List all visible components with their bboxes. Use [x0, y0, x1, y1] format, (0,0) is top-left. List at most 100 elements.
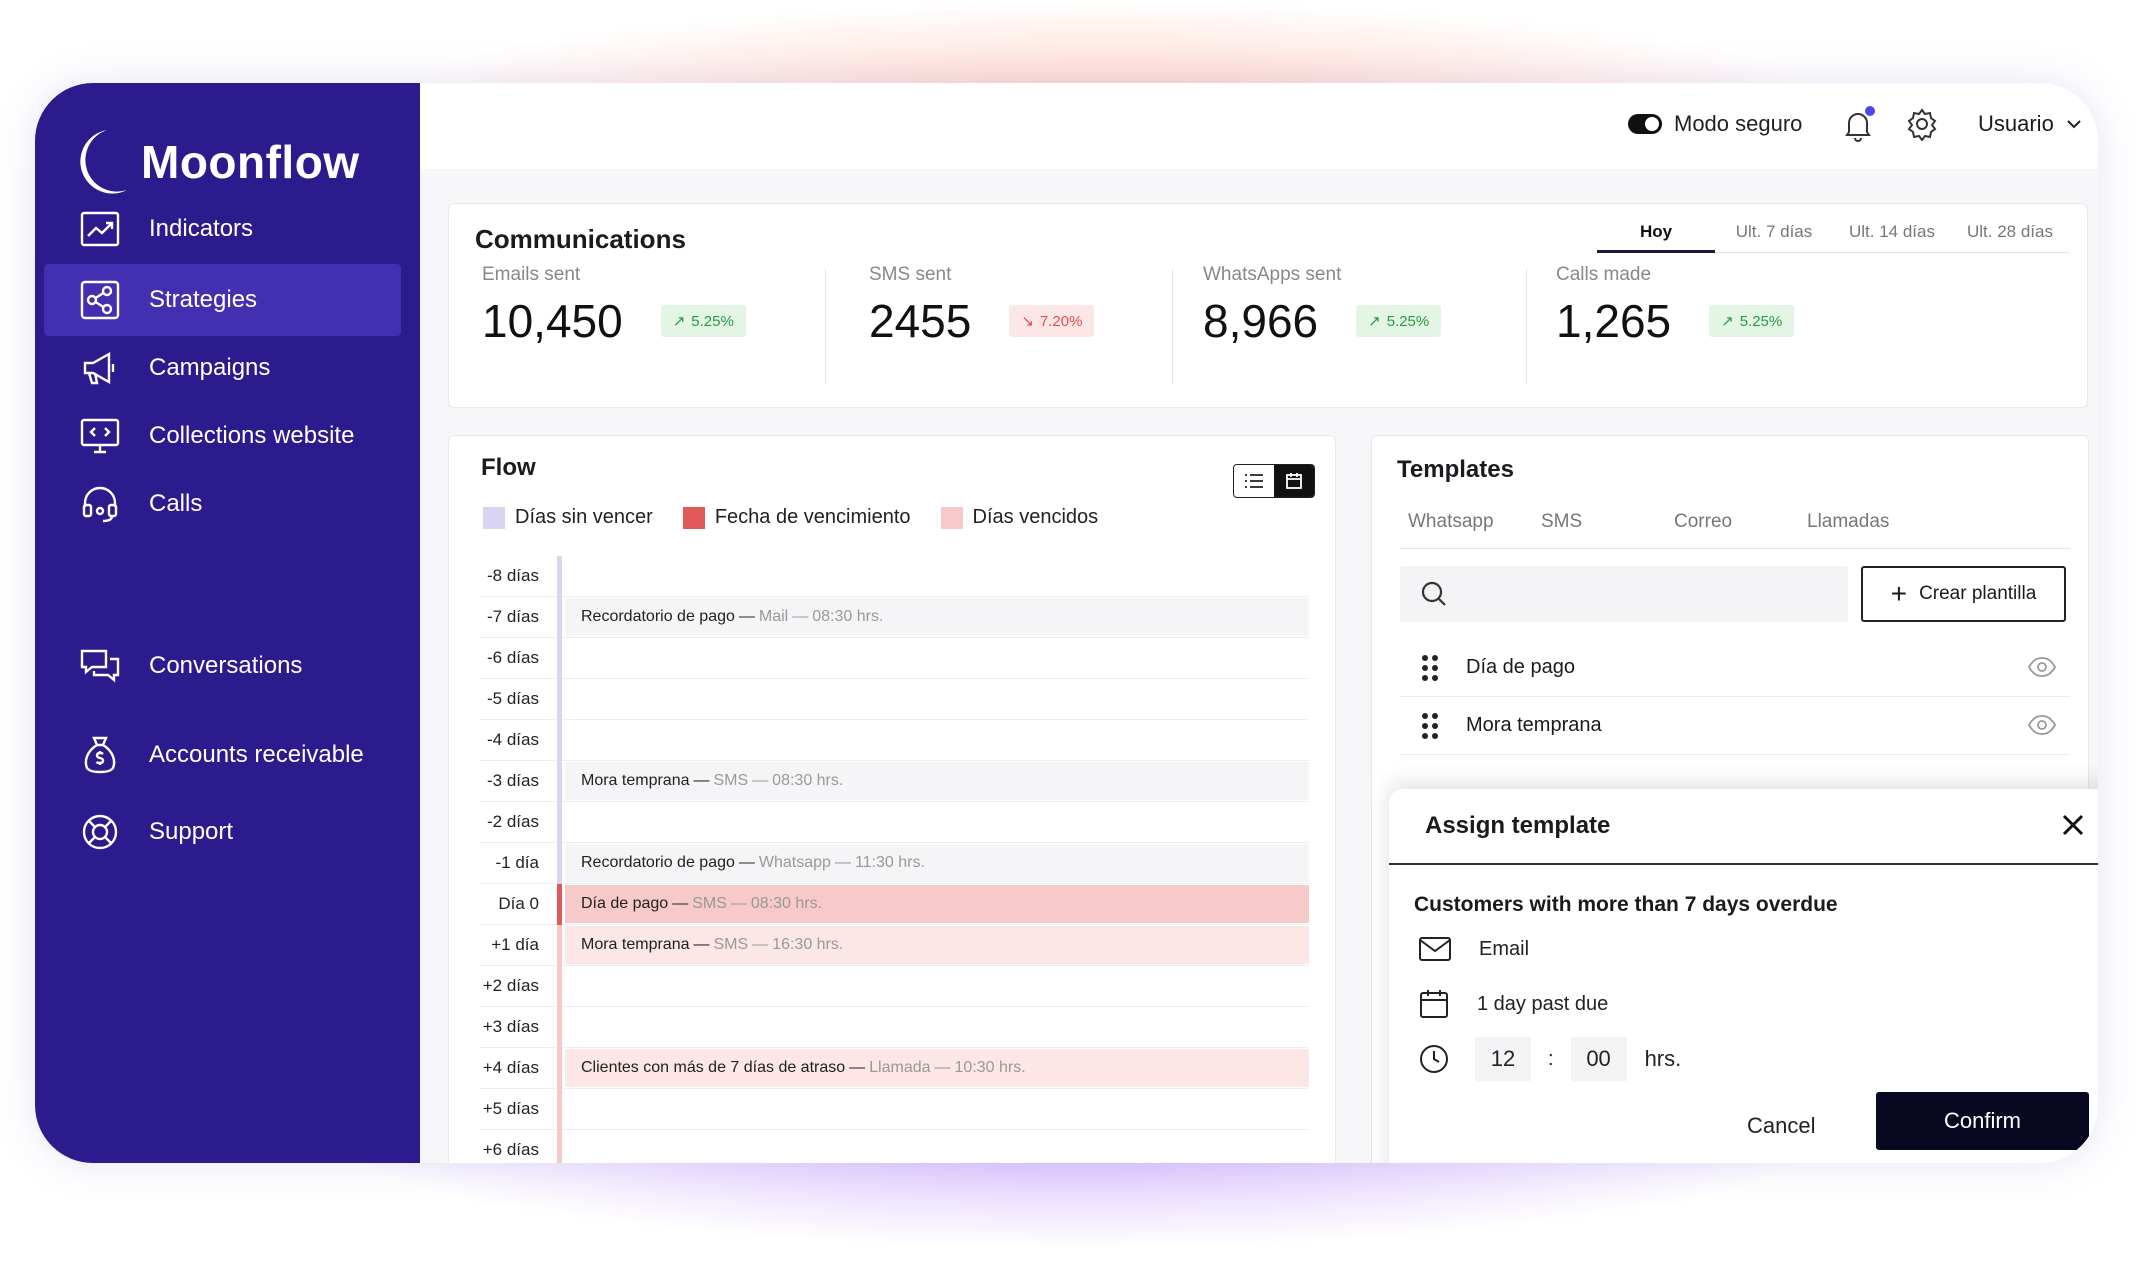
- tab-7-days[interactable]: Ult. 7 días: [1715, 216, 1833, 253]
- event-separator: —: [752, 772, 769, 789]
- arrow-down-right-icon: ↘: [1021, 313, 1034, 330]
- template-search[interactable]: [1400, 566, 1848, 622]
- flow-row: -1 día Recordatorio de pago — Whatsapp — …: [479, 843, 1309, 884]
- event-separator: —: [934, 1059, 951, 1076]
- confirm-button[interactable]: Confirm: [1876, 1092, 2089, 1150]
- flow-event[interactable]: Recordatorio de pago — Mail — 08:30 hrs.: [565, 598, 1309, 636]
- create-template-label: Crear plantilla: [1919, 583, 2037, 604]
- event-name: Recordatorio de pago: [581, 854, 735, 871]
- safe-mode-toggle[interactable]: Modo seguro: [1628, 111, 1802, 137]
- event-separator: —: [849, 1059, 866, 1076]
- sidebar-item-support[interactable]: Support: [44, 796, 401, 868]
- arrow-up-right-icon: ↗: [1721, 313, 1734, 330]
- stat-value: 2455: [869, 295, 972, 347]
- flow-row: -6 días: [479, 638, 1309, 679]
- sidebar-item-label: Campaigns: [149, 354, 271, 381]
- tab-correo[interactable]: Correo: [1674, 511, 1733, 532]
- flow-zone-marker: [557, 679, 562, 720]
- stat-label: WhatsApps sent: [1203, 264, 1342, 285]
- event-separator: —: [693, 772, 710, 789]
- tab-sms[interactable]: SMS: [1541, 511, 1583, 532]
- view-toggle: [1233, 464, 1315, 498]
- sidebar-item-accounts-receivable[interactable]: Accounts receivable: [44, 719, 401, 791]
- sidebar: Moonflow Indicators Strategies Campaigns…: [35, 83, 420, 1163]
- flow-event[interactable]: Día de pago — SMS — 08:30 hrs.: [565, 885, 1309, 923]
- flow-title: Flow: [481, 454, 536, 481]
- list-view-button[interactable]: [1234, 465, 1274, 497]
- eye-icon[interactable]: [2028, 657, 2056, 677]
- legend-item: Fecha de vencimiento: [682, 506, 911, 529]
- sidebar-item-indicators[interactable]: Indicators: [44, 193, 401, 265]
- headset-icon: [82, 486, 118, 523]
- eye-icon[interactable]: [2028, 715, 2056, 735]
- template-row[interactable]: Día de pago: [1400, 639, 2070, 697]
- template-tabs: Whatsapp SMS Correo Llamadas: [1408, 511, 1940, 533]
- tab-hoy[interactable]: Hoy: [1597, 216, 1715, 253]
- cancel-button[interactable]: Cancel: [1747, 1113, 1816, 1138]
- communications-card: Communications Hoy Ult. 7 días Ult. 14 d…: [448, 203, 2088, 408]
- sidebar-item-collections-website[interactable]: Collections website: [44, 400, 401, 472]
- event-channel: Llamada: [869, 1059, 931, 1076]
- flow-zone-marker: [557, 843, 562, 884]
- user-label: Usuario: [1978, 111, 2054, 136]
- calendar-icon: [1286, 473, 1302, 489]
- stat-label: Emails sent: [482, 264, 581, 285]
- event-separator: —: [672, 895, 689, 912]
- close-icon[interactable]: [2057, 809, 2089, 841]
- minute-input[interactable]: 00: [1570, 1037, 1627, 1081]
- flow-row: +5 días: [479, 1089, 1309, 1130]
- bell-icon: [1845, 113, 1871, 142]
- flow-event[interactable]: Clientes con más de 7 días de atraso — L…: [565, 1049, 1309, 1087]
- flow-row: +3 días: [479, 1007, 1309, 1048]
- drag-handle-icon[interactable]: [1420, 712, 1440, 740]
- create-template-button[interactable]: + Crear plantilla: [1861, 566, 2066, 622]
- flow-event[interactable]: Mora temprana — SMS — 08:30 hrs.: [565, 762, 1309, 800]
- flow-event[interactable]: Recordatorio de pago — Whatsapp — 11:30 …: [565, 844, 1309, 882]
- event-channel: SMS: [692, 895, 727, 912]
- event-name: Mora temprana: [581, 936, 690, 953]
- flow-day-label: -6 días: [487, 648, 539, 667]
- schedule-row: 1 day past due: [1419, 989, 1608, 1019]
- list-icon: [1245, 474, 1263, 488]
- gear-icon: [1907, 108, 1937, 142]
- drag-handle-icon[interactable]: [1420, 654, 1440, 682]
- channel-label: Email: [1479, 937, 1530, 960]
- flow-day-label: -1 día: [495, 853, 539, 872]
- flow-row: +1 día Mora temprana — SMS — 16:30 hrs.: [479, 925, 1309, 966]
- tab-whatsapp[interactable]: Whatsapp: [1408, 511, 1494, 532]
- sidebar-item-calls[interactable]: Calls: [44, 468, 401, 540]
- event-separator: —: [730, 895, 747, 912]
- assign-template-modal: Assign template Customers with more than…: [1389, 789, 2098, 1163]
- sidebar-item-strategies[interactable]: Strategies: [44, 264, 401, 336]
- change-text: 5.25%: [691, 312, 734, 330]
- sidebar-item-campaigns[interactable]: Campaigns: [44, 332, 401, 404]
- settings-button[interactable]: [1905, 107, 1939, 142]
- hour-input[interactable]: 12: [1475, 1037, 1531, 1081]
- share-nodes-icon: [80, 280, 120, 320]
- communications-title: Communications: [475, 224, 686, 254]
- flow-day-label: -2 días: [487, 812, 539, 831]
- modal-subtitle: Customers with more than 7 days overdue: [1414, 893, 1838, 916]
- sidebar-item-label: Conversations: [149, 652, 303, 679]
- tab-llamadas[interactable]: Llamadas: [1807, 511, 1890, 532]
- toggle-switch[interactable]: [1628, 114, 1662, 134]
- clock-icon: [1420, 1045, 1448, 1073]
- template-row[interactable]: Mora temprana: [1400, 697, 2070, 755]
- flow-row: -2 días: [479, 802, 1309, 843]
- calendar-view-button[interactable]: [1274, 465, 1314, 497]
- sidebar-item-label: Strategies: [149, 286, 258, 313]
- flow-row: -3 días Mora temprana — SMS — 08:30 hrs.: [479, 761, 1309, 802]
- megaphone-icon: [83, 351, 115, 385]
- sidebar-item-conversations[interactable]: Conversations: [44, 630, 401, 702]
- flow-event[interactable]: Mora temprana — SMS — 16:30 hrs.: [565, 926, 1309, 964]
- user-menu[interactable]: Usuario: [1978, 111, 2082, 137]
- event-separator: —: [752, 936, 769, 953]
- tab-28-days[interactable]: Ult. 28 días: [1951, 216, 2069, 253]
- notifications-button[interactable]: [1838, 105, 1878, 145]
- tab-14-days[interactable]: Ult. 14 días: [1833, 216, 1951, 253]
- arrow-up-right-icon: ↗: [672, 313, 686, 330]
- safe-mode-label: Modo seguro: [1674, 111, 1803, 136]
- logo[interactable]: Moonflow: [73, 128, 360, 196]
- flow-timeline: -8 días -7 días Recordatorio de pago — Mai…: [479, 556, 1309, 1163]
- flow-zone-marker: [557, 925, 562, 966]
